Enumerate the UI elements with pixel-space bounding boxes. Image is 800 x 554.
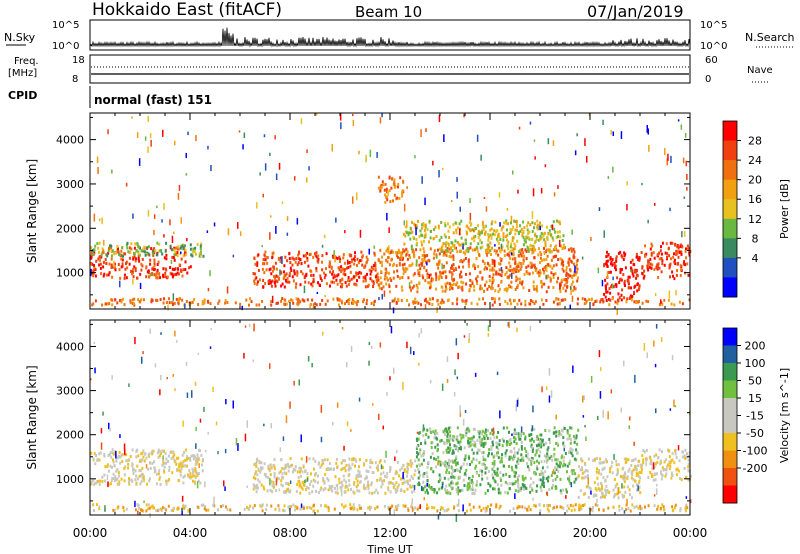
freq-unit: [MHz]	[8, 68, 37, 79]
colorbar-tick-label: 8	[752, 232, 759, 245]
x-tick-label: 00:00	[673, 526, 708, 540]
scatter-region-5	[603, 250, 641, 302]
y-tick-label: 3000	[56, 178, 84, 191]
y-tick-label: 3000	[56, 385, 84, 398]
freq-label: Freq.	[14, 56, 39, 67]
velocity-panel: 1000 2000 3000 4000 Slant Range [km] 200 100 50…	[25, 319, 791, 522]
time-axis-label: Time UT	[366, 543, 412, 554]
nsearch-tick-bottom: 10^0	[700, 41, 727, 52]
x-tick-label: 12:00	[373, 526, 408, 540]
colorbar-label: Velocity [m s^-1]	[778, 368, 791, 463]
colorbar-tick-label: 24	[748, 154, 762, 167]
colorbar-segment	[723, 277, 737, 298]
y-tick-label: 2000	[56, 429, 84, 442]
colorbar-segment	[723, 345, 737, 364]
colorbar-tick-label: 4	[752, 252, 759, 265]
sparse-echoes	[90, 113, 688, 315]
nave-label: Nave	[747, 65, 773, 76]
nsearch-label: N.Search	[745, 31, 795, 44]
x-tick-label: 08:00	[273, 526, 308, 540]
scatter-region-4	[402, 219, 565, 254]
colorbar-tick-label: 50	[748, 375, 762, 388]
scatter-region-1	[252, 457, 417, 495]
freq-strip-frame	[89, 54, 691, 84]
colorbar-tick-label: -50	[746, 427, 764, 440]
colorbar-segment	[723, 140, 737, 161]
panel-frame	[89, 319, 691, 516]
scatter-region-2	[252, 250, 379, 289]
scatter-region-1	[90, 241, 205, 258]
colorbar-frame	[722, 120, 738, 298]
colorbar-tick-label: 15	[748, 392, 762, 405]
x-tick-label: 00:00	[73, 526, 108, 540]
colorbar-tick-label: 100	[745, 357, 766, 370]
cpid-label: CPID	[8, 89, 37, 102]
scatter-region-3	[577, 456, 642, 500]
cpid-value: normal (fast) 151	[94, 93, 212, 107]
nave-tick-bottom: 0	[705, 74, 711, 85]
y-tick-label: 1000	[56, 267, 84, 280]
colorbar-segment	[723, 468, 737, 486]
x-tick-label: 20:00	[573, 526, 608, 540]
station-title: Hokkaido East (fitACF)	[92, 0, 282, 20]
y-axis-label: Slant Range [km]	[25, 159, 39, 263]
freq-tick-bottom: 8	[72, 74, 78, 85]
colorbar-tick-label: -15	[746, 410, 764, 423]
colorbar-segment	[723, 257, 737, 278]
freq-tick-top: 18	[72, 55, 85, 66]
y-tick-label: 4000	[56, 134, 84, 147]
colorbar-tick-label: 12	[748, 213, 762, 226]
scatter-region-0	[90, 448, 204, 487]
colorbar-segment	[723, 179, 737, 200]
nsearch-tick-top: 10^5	[700, 20, 727, 31]
scatter-region-5	[92, 503, 689, 513]
nsky-tick-bottom: 10^0	[52, 41, 79, 52]
colorbar-tick-label: -100	[743, 445, 768, 458]
colorbar-segment	[723, 485, 737, 504]
y-tick-label: 4000	[56, 340, 84, 353]
colorbar-segment	[723, 121, 737, 142]
scatter-region-6	[640, 241, 692, 281]
colorbar-tick-label: 200	[745, 340, 766, 353]
colorbar-segment	[723, 160, 737, 181]
beam-label: Beam 10	[355, 3, 422, 21]
colorbar-tick-label: 20	[748, 174, 762, 187]
colorbar-segment	[723, 328, 737, 346]
nsky-trace	[90, 27, 691, 48]
colorbar-segment	[723, 199, 737, 220]
colorbar-segment	[723, 398, 737, 416]
y-tick-label: 2000	[56, 222, 84, 235]
nave-tick-top: 60	[705, 55, 718, 66]
power-panel: 1000 2000 3000 4000 Slant Range [km] 28 24 20 16…	[25, 112, 791, 315]
sparse-echoes	[90, 321, 692, 522]
colorbar-segment	[723, 363, 737, 381]
scatter-region-4	[640, 448, 692, 482]
scatter-region-8	[91, 297, 691, 307]
colorbar-segment	[723, 415, 737, 434]
nsky-tick-top: 10^5	[52, 20, 79, 31]
colorbar-tick-label: 28	[748, 135, 762, 148]
time-axis: 00:00 04:00 08:00 12:00 16:00 20:00 00:00	[73, 526, 708, 540]
nsky-label: N.Sky	[4, 31, 36, 44]
date-label: 07/Jan/2019	[587, 2, 684, 21]
colorbar-segment	[723, 238, 737, 259]
x-tick-label: 16:00	[473, 526, 508, 540]
colorbar-segment	[723, 450, 737, 469]
y-axis-label: Slant Range [km]	[25, 365, 39, 469]
scatter-region-7	[377, 175, 405, 204]
nsky-strip-frame	[89, 19, 691, 51]
x-tick-label: 04:00	[173, 526, 208, 540]
colorbar-segment	[723, 380, 737, 399]
colorbar-tick-label: 16	[748, 193, 762, 206]
colorbar-segment	[723, 433, 737, 451]
scatter-region-3	[377, 246, 580, 294]
y-tick-label: 1000	[56, 473, 84, 486]
colorbar-tick-label: -200	[743, 462, 768, 475]
scatter-region-2	[415, 426, 580, 496]
colorbar-label: Power [dB]	[778, 179, 791, 239]
colorbar-segment	[723, 218, 737, 239]
